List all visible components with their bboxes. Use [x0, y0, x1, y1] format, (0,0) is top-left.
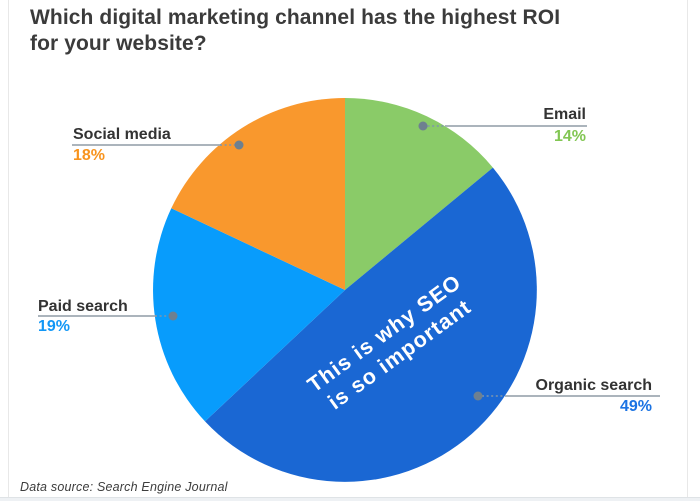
paid-search-callout: [38, 311, 178, 321]
chart-title-line-2: for your website?: [30, 32, 207, 55]
email-callout: [418, 121, 587, 131]
card-left-border: [8, 0, 9, 497]
pie-slices: [153, 98, 537, 482]
social-media-callout: [72, 140, 244, 150]
callout-email-value: 14%: [553, 128, 586, 145]
callout-organic-search-label: Organic search: [535, 377, 653, 394]
pie-slice-paid-search: [153, 208, 345, 422]
email-leader-dot: [418, 121, 428, 131]
card-right-border: [687, 0, 688, 497]
callout-organic-search-value: 49%: [619, 398, 652, 415]
callout-email-label: Email: [543, 106, 586, 123]
callout-social-media-value: 18%: [73, 147, 106, 164]
pie-slice-email: [345, 98, 493, 290]
callout-social-media-label: Social media: [73, 126, 171, 143]
paid-search-leader-dot: [168, 311, 178, 321]
callout-paid-search-label: Paid search: [38, 298, 128, 315]
chart-title: Which digital marketing channel has the …: [30, 5, 680, 57]
pie-slice-social-media: [171, 98, 345, 290]
card-bottom-strip: [0, 498, 700, 501]
callout-paid-search-value: 19%: [38, 318, 71, 335]
data-source-note: Data source: Search Engine Journal: [20, 480, 228, 494]
organic-search-callout: [473, 391, 660, 401]
social-media-leader-dot: [234, 140, 244, 150]
organic-search-leader-dot: [473, 391, 483, 401]
pie-slice-organic-search: [205, 167, 537, 482]
chart-title-line-1: Which digital marketing channel has the …: [30, 6, 561, 29]
card-bottom-border: [0, 497, 700, 498]
